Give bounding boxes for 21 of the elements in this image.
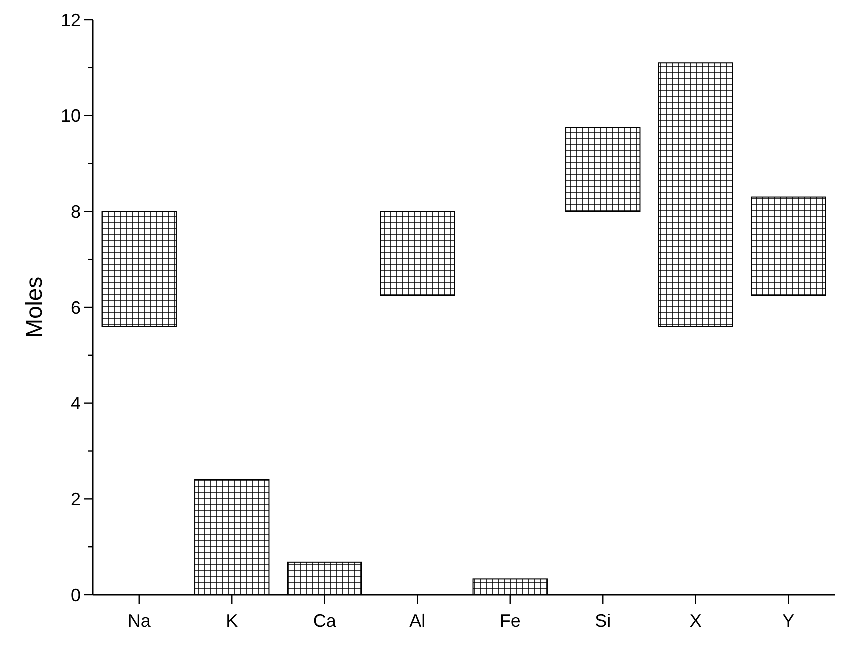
x-tick-label: Fe — [500, 611, 521, 631]
y-tick-label: 0 — [70, 585, 81, 606]
x-tick-label: Ca — [313, 611, 338, 631]
x-tick-label: X — [690, 611, 702, 631]
y-tick-label: 8 — [70, 202, 81, 222]
bar — [380, 211, 456, 296]
bar — [102, 211, 177, 328]
x-tick-label: Na — [128, 611, 152, 631]
y-tick-label: 2 — [70, 489, 81, 510]
y-tick-label: 6 — [70, 298, 81, 318]
y-axis-title: Moles — [21, 276, 47, 338]
bar — [751, 196, 826, 296]
y-tick-label: 12 — [60, 10, 81, 30]
bar — [658, 62, 734, 328]
x-tick-label: Y — [782, 611, 795, 631]
x-tick-label: Si — [595, 611, 612, 631]
y-tick-label: 10 — [60, 106, 81, 126]
y-tick-label: 4 — [70, 394, 81, 414]
x-tick-label: K — [226, 611, 238, 631]
bar — [566, 127, 641, 212]
x-tick-label: Al — [410, 611, 426, 631]
